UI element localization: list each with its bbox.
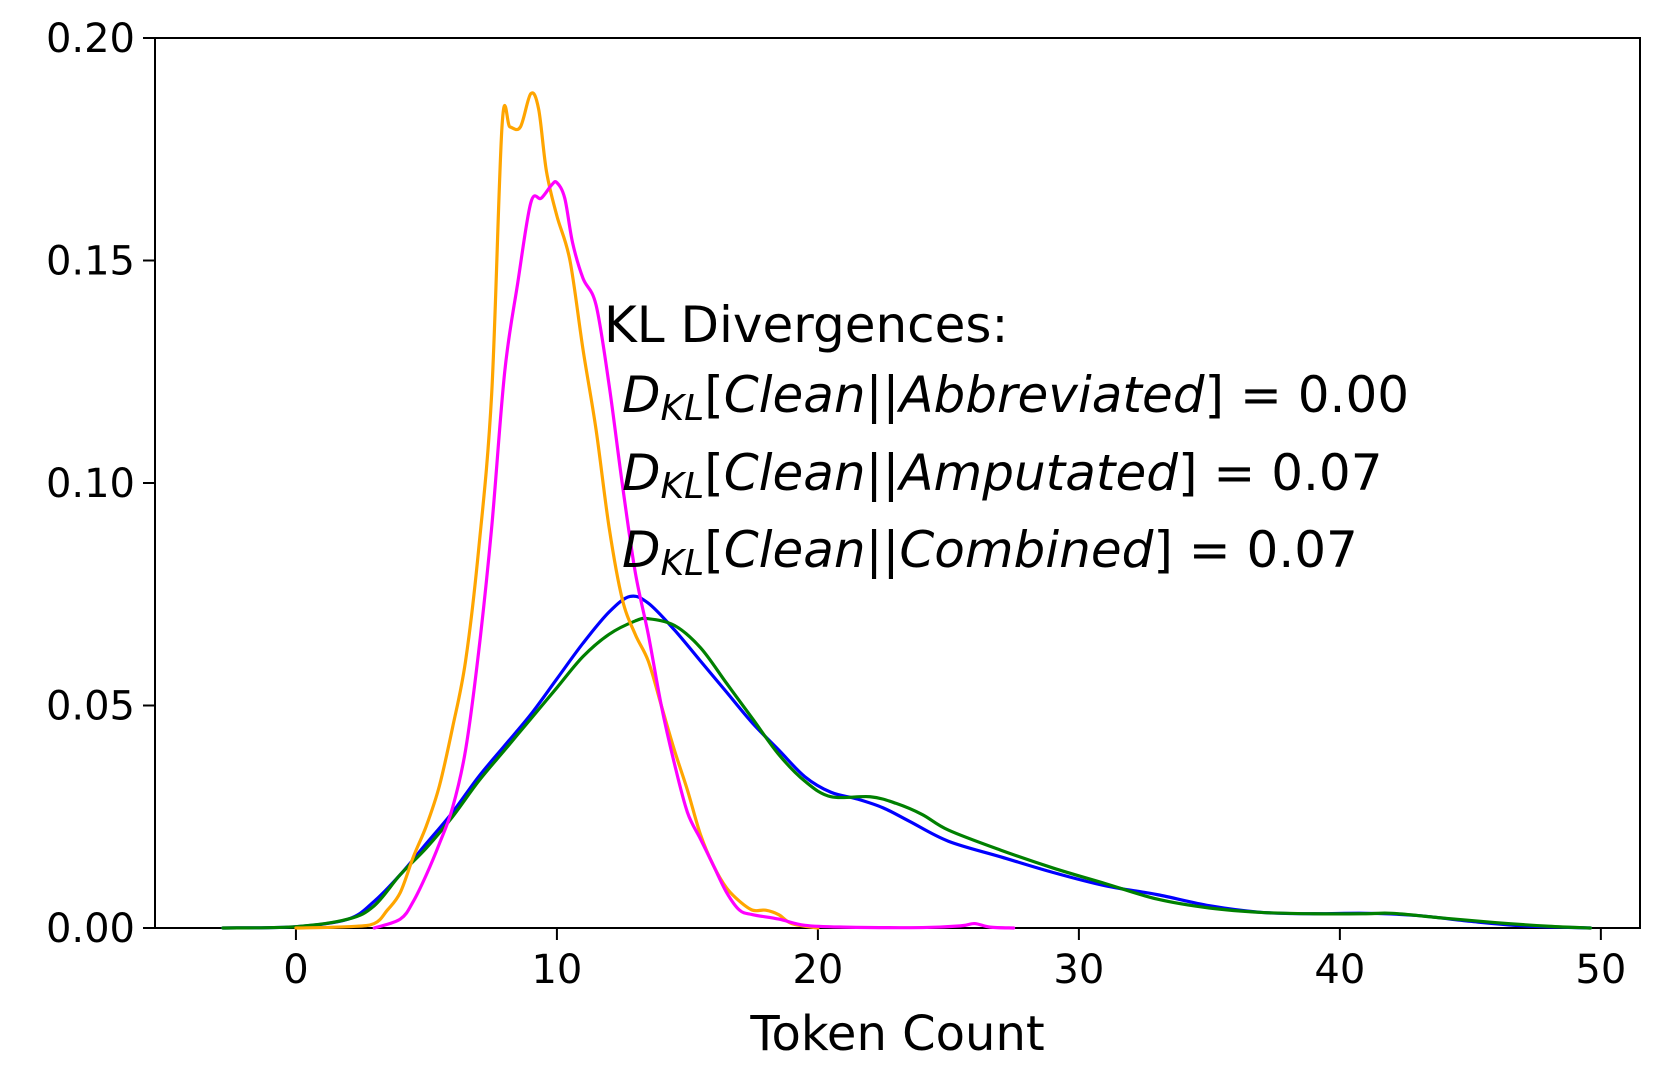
kl-sep: || (866, 521, 900, 579)
kl-d: D (622, 366, 661, 424)
kl-open: [ (704, 366, 724, 424)
kl-a: Clean (724, 444, 866, 502)
kl-b: Amputated (896, 444, 1178, 502)
annotation-heading: KL Divergences: (604, 296, 1008, 354)
kl-open: [ (704, 521, 724, 579)
series-line-blue (221, 594, 1593, 930)
kl-a: Clean (724, 366, 866, 424)
kl-open: [ (704, 444, 724, 502)
series-line-magenta (372, 180, 1016, 930)
kl-close: ] = 0.07 (1153, 521, 1358, 579)
series-line-orange (294, 91, 820, 930)
kl-annotation: KL Divergences: DKL[Clean||Abbreviated] … (604, 296, 1409, 584)
x-axis-ticks: 0 10 20 30 40 50 (283, 928, 1626, 993)
kl-close: ] = 0.07 (1178, 444, 1383, 502)
y-tick-label: 0.15 (46, 239, 135, 285)
y-tick-label: 0.10 (46, 461, 135, 507)
x-tick-label: 10 (531, 947, 582, 993)
kl-a: Clean (724, 521, 866, 579)
y-tick-label: 0.05 (46, 684, 135, 730)
y-axis-ticks: 0.00 0.05 0.10 0.15 0.20 (46, 16, 155, 952)
kl-d: D (622, 521, 661, 579)
kl-close: ] = 0.00 (1205, 366, 1410, 424)
y-tick-label: 0.00 (46, 906, 135, 952)
x-axis-label: Token Count (749, 1006, 1044, 1062)
y-tick-label: 0.20 (46, 16, 135, 62)
series-line-green (221, 616, 1593, 930)
kl-sep: || (866, 444, 900, 502)
x-tick-label: 0 (283, 947, 308, 993)
kl-b: Combined (899, 521, 1153, 579)
kl-sub: KL (661, 466, 705, 507)
kl-d: D (622, 444, 661, 502)
kl-divergence-line: DKL[Clean||Amputated] = 0.07 (622, 444, 1383, 507)
x-tick-label: 30 (1053, 947, 1104, 993)
kl-sub: KL (661, 388, 705, 429)
x-tick-label: 20 (792, 947, 843, 993)
kl-divergence-line: DKL[Clean||Abbreviated] = 0.00 (622, 366, 1409, 429)
kl-b: Abbreviated (896, 366, 1204, 424)
series-lines (221, 91, 1593, 930)
kl-sep: || (866, 366, 900, 424)
kl-divergence-line: DKL[Clean||Combined] = 0.07 (622, 521, 1358, 584)
kl-sub: KL (661, 543, 705, 584)
x-tick-label: 50 (1575, 947, 1626, 993)
x-tick-label: 40 (1314, 947, 1365, 993)
